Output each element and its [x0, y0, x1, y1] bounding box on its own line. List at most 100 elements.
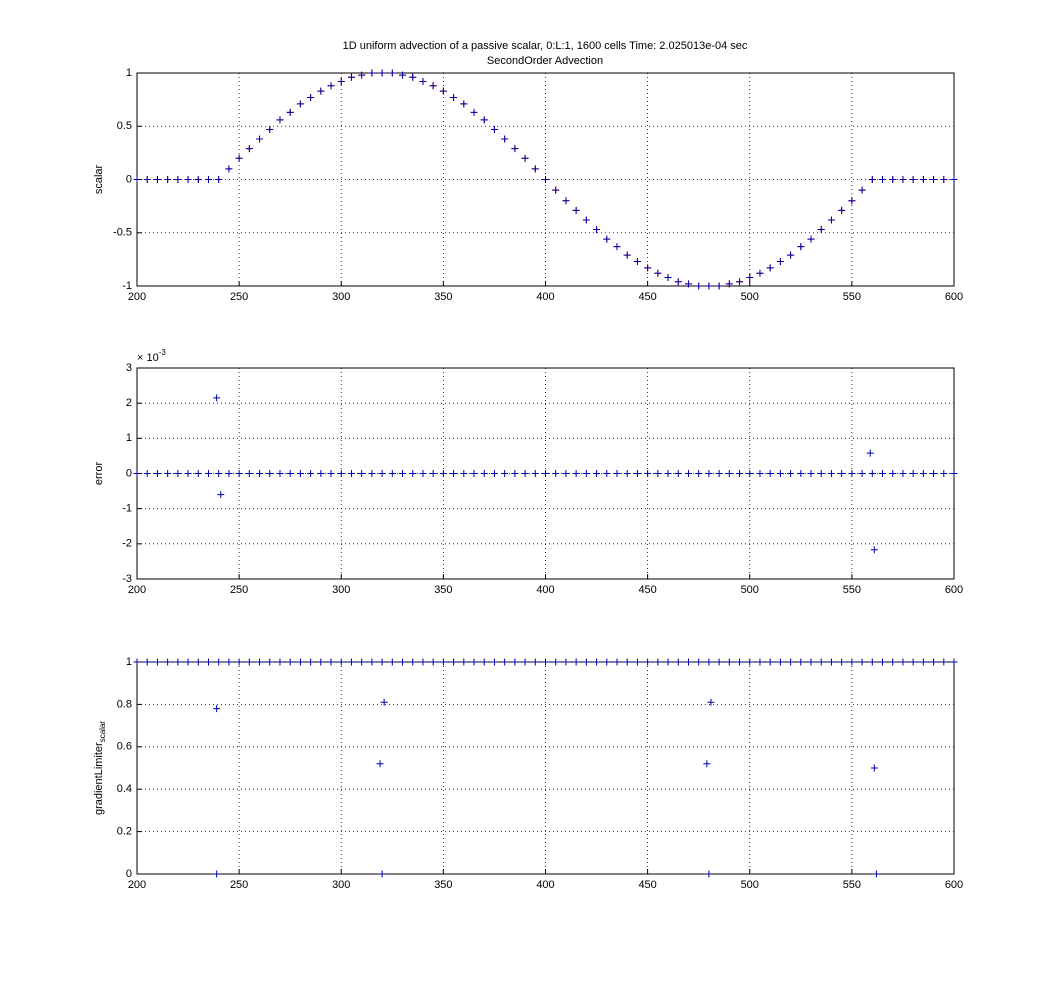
marker: [153, 470, 161, 477]
marker: [511, 145, 519, 153]
marker: [872, 870, 880, 878]
marker: [766, 264, 774, 272]
marker: [827, 658, 835, 666]
marker: [736, 278, 744, 286]
marker: [879, 470, 887, 477]
x-tick-label: 200: [128, 584, 146, 596]
marker: [376, 760, 384, 768]
marker: [450, 93, 458, 101]
y-axis-label: scalar: [93, 164, 105, 194]
marker: [296, 100, 304, 108]
marker: [807, 470, 815, 477]
marker: [572, 658, 580, 666]
marker: [380, 698, 388, 706]
marker: [695, 658, 703, 666]
marker: [919, 470, 927, 477]
marker: [327, 470, 335, 477]
marker: [266, 125, 274, 133]
y-tick-label: 3: [126, 362, 132, 374]
y-tick-label: -1: [122, 503, 132, 515]
x-tick-label: 350: [434, 584, 452, 596]
marker: [725, 470, 733, 477]
marker: [480, 470, 488, 477]
marker: [756, 269, 764, 277]
marker: [787, 251, 795, 259]
y-axis-label-text: scalar: [93, 164, 105, 194]
marker: [215, 470, 223, 477]
marker: [766, 658, 774, 666]
x-tick-label: 500: [741, 584, 759, 596]
marker: [368, 470, 376, 477]
marker: [603, 235, 611, 243]
marker: [317, 87, 325, 95]
marker: [245, 470, 253, 477]
marker: [225, 165, 233, 173]
marker: [388, 69, 396, 77]
marker: [204, 176, 212, 183]
x-tick-label: 600: [945, 584, 963, 596]
marker: [276, 658, 284, 666]
marker: [470, 470, 478, 477]
marker: [174, 658, 182, 666]
marker: [940, 176, 948, 183]
marker: [194, 470, 202, 477]
marker: [654, 470, 662, 477]
y-tick-label: 0.5: [117, 120, 132, 132]
y-tick-label: 1: [126, 67, 132, 79]
marker: [133, 658, 141, 666]
marker: [470, 658, 478, 666]
marker: [460, 658, 468, 666]
marker: [674, 658, 682, 666]
marker: [399, 470, 407, 477]
marker: [215, 176, 223, 183]
marker: [409, 73, 417, 81]
marker: [797, 470, 805, 477]
marker: [950, 658, 958, 666]
x-tick-label: 600: [945, 291, 963, 303]
marker: [337, 78, 345, 86]
y-exponent-base: × 10: [137, 352, 159, 364]
x-tick-label: 300: [332, 879, 350, 891]
marker: [807, 235, 815, 243]
marker: [143, 176, 151, 183]
marker: [899, 176, 907, 183]
marker: [572, 470, 580, 477]
marker: [327, 82, 335, 90]
marker: [450, 470, 458, 477]
marker: [133, 176, 141, 183]
y-axis-label: error: [93, 462, 105, 486]
y-axis-label-text: error: [93, 462, 105, 486]
marker: [388, 470, 396, 477]
marker: [153, 658, 161, 666]
marker: [256, 135, 264, 143]
marker: [930, 658, 938, 666]
marker: [827, 216, 835, 224]
marker: [582, 470, 590, 477]
marker: [470, 108, 478, 116]
marker: [664, 658, 672, 666]
y-tick-label: 1: [126, 432, 132, 444]
marker: [684, 470, 692, 477]
x-tick-label: 500: [741, 291, 759, 303]
marker: [542, 658, 549, 666]
y-tick-label: -1: [122, 280, 132, 292]
marker: [542, 176, 549, 183]
marker: [143, 470, 151, 477]
marker: [347, 73, 355, 81]
marker: [715, 470, 723, 477]
marker: [276, 470, 284, 477]
marker: [153, 176, 161, 183]
y-tick-label: -2: [122, 538, 132, 550]
y-axis-label-subscript: scalar: [98, 721, 107, 743]
marker: [235, 154, 243, 162]
marker: [409, 658, 417, 666]
marker: [347, 658, 355, 666]
marker: [866, 449, 874, 457]
marker: [827, 470, 835, 477]
marker: [460, 470, 468, 477]
marker: [593, 226, 601, 234]
y-axis-label-text: gradientLimiter: [93, 742, 105, 815]
marker: [429, 658, 437, 666]
marker: [225, 470, 233, 477]
